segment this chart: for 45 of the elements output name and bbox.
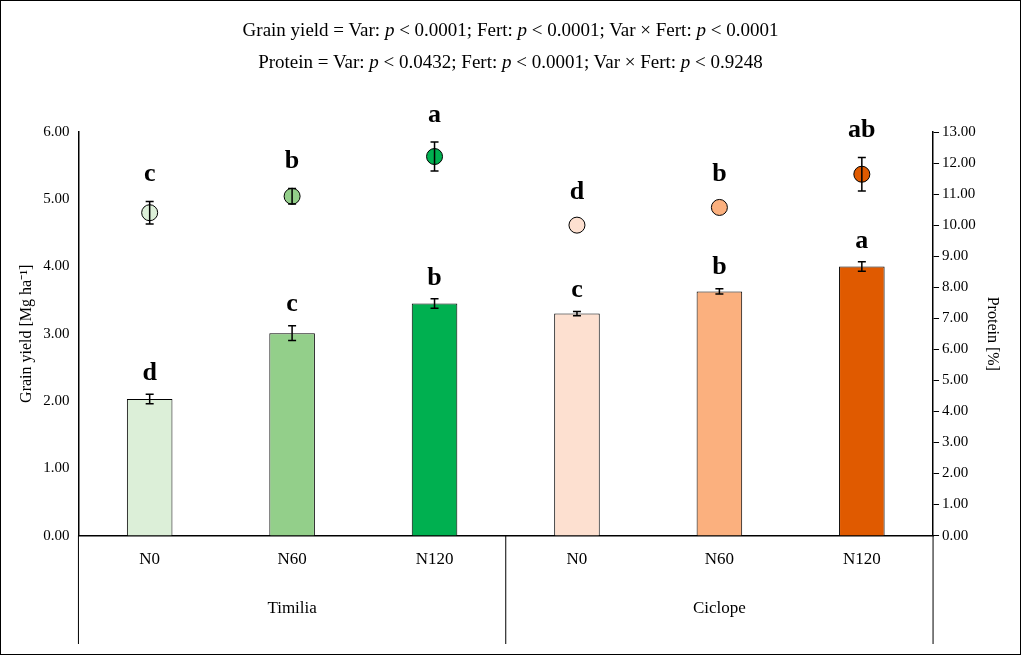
data-label: d (142, 357, 158, 387)
x-tick-label: N0 (566, 549, 588, 569)
text: Ciclope (692, 598, 746, 618)
y2-tick-label: 7.00 (942, 309, 969, 326)
x-tick-label: N120 (415, 549, 454, 569)
chart-title: Grain yield = Var: p < 0.0001; Fert: p < 0.0001; Var × Fert: p < 0.0001 (241, 19, 780, 41)
y2-tick-label: 4.00 (942, 402, 969, 419)
y-tick-label: 6.00 (43, 122, 70, 139)
y-tick-label: 0.00 (43, 526, 70, 543)
data-label: c (286, 288, 298, 318)
y2-tick-label: 9.00 (942, 247, 969, 264)
y2-tick-label: 0.00 (942, 526, 969, 543)
y2-tick-label: 2.00 (942, 464, 969, 481)
y-axis-title: Grain yield [Mg ha⁻¹] (16, 264, 35, 403)
y2-tick-label: 10.00 (942, 216, 976, 233)
data-label: b (712, 251, 727, 281)
text: Timilia (267, 598, 318, 618)
y2-tick-label: 12.00 (942, 153, 976, 170)
y-tick-label: 4.00 (43, 257, 70, 274)
y2-tick-label: 11.00 (942, 185, 976, 202)
x-tick-label: N60 (704, 549, 735, 569)
y-tick-label: 1.00 (43, 459, 70, 476)
data-label: b (284, 145, 300, 175)
y2-tick-label: 13.00 (942, 122, 976, 139)
data-label: a (428, 98, 442, 128)
y-tick-label: 5.00 (43, 190, 70, 207)
data-label: d (569, 175, 585, 205)
data-label: b (427, 261, 442, 291)
data-label: ab (848, 114, 876, 144)
y2-tick-label: 8.00 (942, 278, 969, 295)
data-label: c (571, 274, 583, 304)
y2-tick-label: 1.00 (942, 495, 969, 512)
y-tick-label: 3.00 (43, 324, 70, 341)
data-label: a (855, 224, 869, 254)
x-tick-label: N120 (842, 549, 881, 569)
y-tick-label: 2.00 (43, 392, 70, 408)
y2-tick-label: 5.00 (942, 371, 969, 388)
chart-subtitle: Protein = Var: p < 0.0432; Fert: p < 0.0001; Var × Fert: p < 0.9248 (257, 51, 764, 73)
data-label: b (712, 158, 727, 188)
y2-tick-label: 6.00 (942, 340, 969, 357)
x-tick-label: N0 (139, 549, 161, 569)
x-tick-label: N60 (277, 549, 307, 569)
y2-axis-title: Protein [%] (985, 296, 1003, 371)
y2-tick-label: 3.00 (942, 433, 969, 450)
data-label: c (143, 158, 156, 188)
